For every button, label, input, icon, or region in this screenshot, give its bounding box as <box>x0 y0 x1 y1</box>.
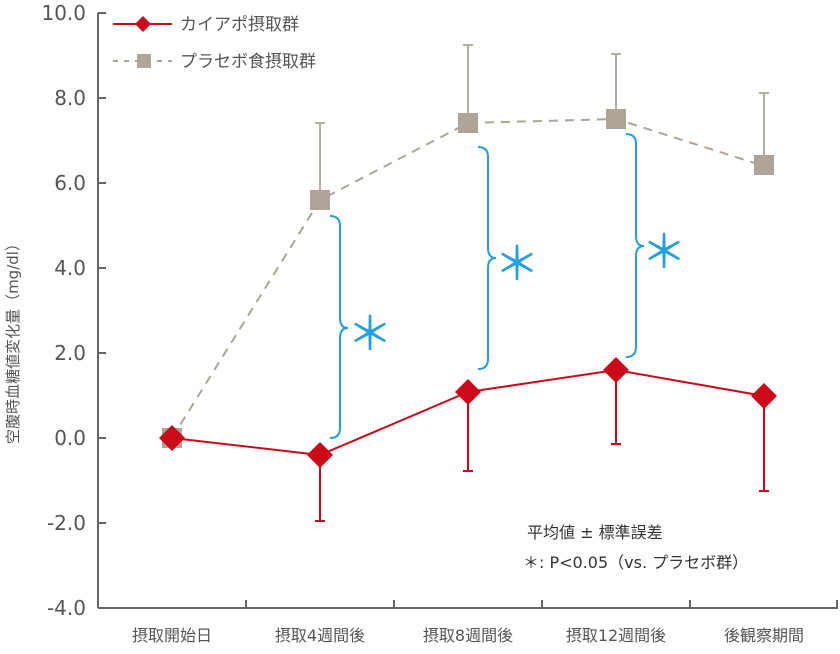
data-point <box>606 109 626 129</box>
y-tick-label: -2.0 <box>47 511 86 535</box>
y-tick-label: 4.0 <box>54 256 86 280</box>
square-marker-icon <box>137 54 151 68</box>
legend-item-placebo: プラセボ食摂取群 <box>113 52 316 72</box>
significance-mark: ＊ <box>641 225 687 279</box>
note-mean-se: 平均値 ± 標準誤差 <box>527 523 663 542</box>
x-axis: 摂取開始日 摂取4週間後 摂取8週間後 摂取12週間後 後観察期間 <box>98 600 838 645</box>
x-category-label: 摂取4週間後 <box>275 626 365 645</box>
diamond-marker-icon <box>135 16 151 32</box>
x-category-label: 摂取12週間後 <box>566 626 666 645</box>
data-point <box>310 190 330 210</box>
data-point <box>603 357 629 383</box>
legend-label: カイアポ摂取群 <box>180 15 299 35</box>
legend-label: プラセボ食摂取群 <box>180 52 316 72</box>
data-point <box>159 425 185 451</box>
y-tick-label: 0.0 <box>54 426 86 450</box>
significance-mark: ＊ <box>347 307 393 361</box>
y-tick-label: -4.0 <box>47 596 86 620</box>
data-point <box>455 379 481 405</box>
significance-brace-week8: ＊ <box>477 146 540 370</box>
y-axis: 10.0 8.0 6.0 4.0 2.0 0.0 -2.0 -4.0 空腹時血糖… <box>4 1 106 620</box>
note-significance: ＊: P<0.05（vs. プラセボ群） <box>523 553 748 572</box>
y-tick-label: 6.0 <box>54 171 86 195</box>
significance-brace-week12: ＊ <box>625 133 687 358</box>
data-point <box>307 442 333 468</box>
legend: カイアポ摂取群 プラセボ食摂取群 <box>113 15 316 72</box>
y-tick-label: 8.0 <box>54 86 86 110</box>
legend-item-kaiapo: カイアポ摂取群 <box>113 15 299 35</box>
y-axis-label: 空腹時血糖値変化量（mg/dl） <box>4 236 22 444</box>
x-category-label: 摂取8週間後 <box>423 626 513 645</box>
significance-mark: ＊ <box>494 237 540 291</box>
data-point <box>754 155 774 175</box>
data-point <box>458 113 478 133</box>
significance-brace-week4: ＊ <box>329 215 393 439</box>
chart-notes: 平均値 ± 標準誤差 ＊: P<0.05（vs. プラセボ群） <box>523 523 748 572</box>
series-kaiapo <box>159 357 777 522</box>
y-tick-label: 10.0 <box>41 1 86 25</box>
x-category-label: 摂取開始日 <box>132 626 212 645</box>
data-point <box>751 383 777 409</box>
x-category-label: 後観察期間 <box>724 626 804 645</box>
y-tick-label: 2.0 <box>54 341 86 365</box>
